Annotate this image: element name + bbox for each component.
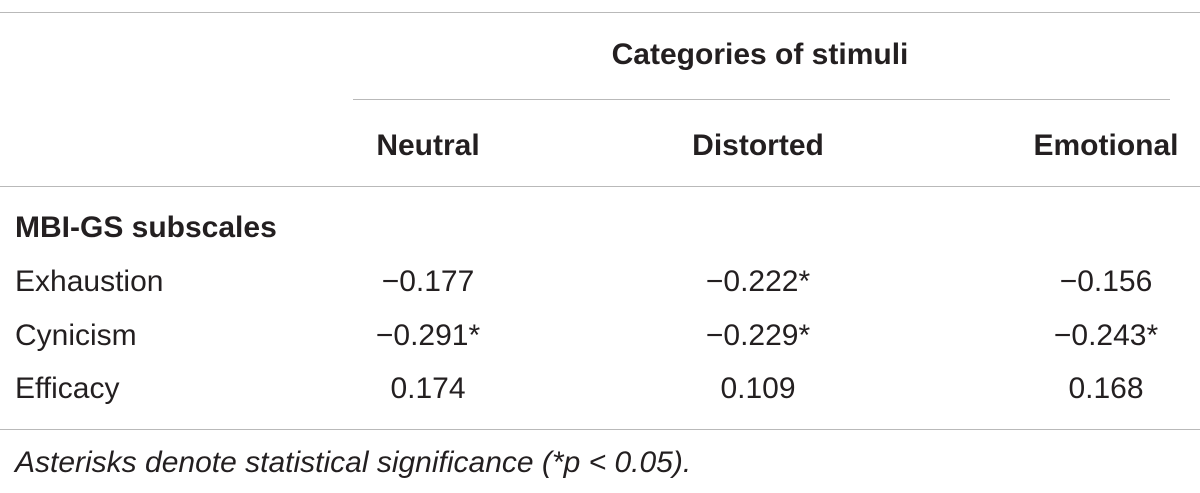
top-rule	[0, 12, 1200, 13]
cell-neutral: 0.174	[390, 372, 466, 405]
cell-distorted: 0.109	[720, 372, 796, 405]
section-label: MBI-GS subscales	[15, 211, 277, 244]
header-bottom-rule	[0, 186, 1200, 187]
column-header-distorted: Distorted	[692, 129, 824, 162]
column-header-neutral: Neutral	[376, 129, 480, 162]
group-header: Categories of stimuli	[611, 38, 909, 71]
group-header-underline	[353, 99, 1170, 100]
cell-emotional: 0.168	[1068, 372, 1144, 405]
table-footnote: Asterisks denote statistical significanc…	[15, 446, 692, 479]
cell-emotional: −0.156	[1059, 265, 1153, 298]
cell-distorted: −0.229*	[705, 319, 811, 352]
cell-neutral: −0.291*	[375, 319, 481, 352]
cell-neutral: −0.177	[381, 265, 475, 298]
table-bottom-rule	[0, 429, 1200, 430]
row-label: Exhaustion	[15, 265, 164, 298]
column-header-emotional: Emotional	[1033, 129, 1179, 162]
cell-emotional: −0.243*	[1053, 319, 1159, 352]
row-label: Cynicism	[15, 319, 137, 352]
cell-distorted: −0.222*	[705, 265, 811, 298]
row-label: Efficacy	[15, 372, 120, 405]
